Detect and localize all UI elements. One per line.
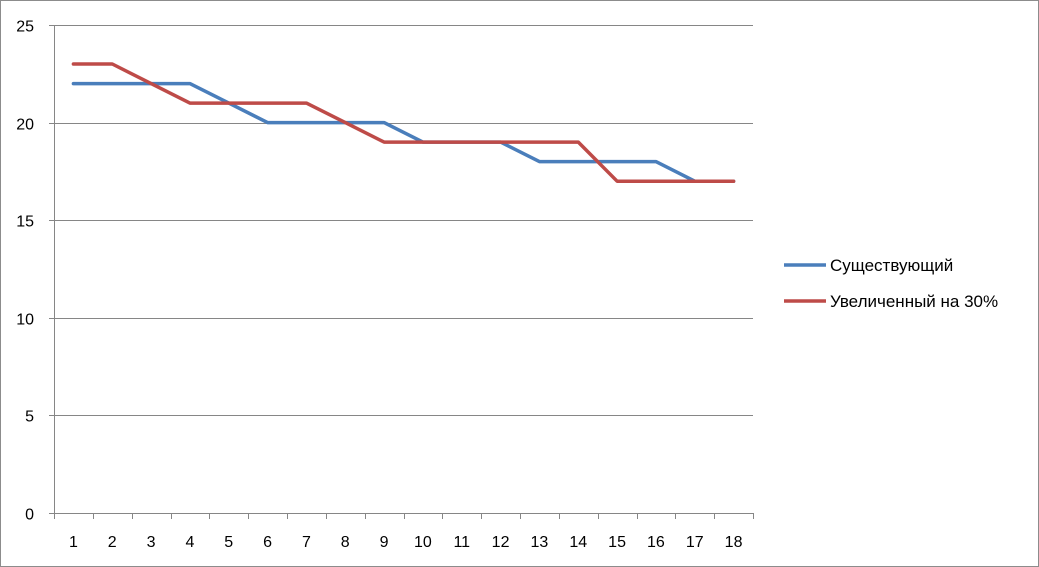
x-tick-label: 2 (108, 534, 117, 551)
y-tick-label: 5 (25, 409, 34, 426)
y-tick-label: 15 (16, 214, 34, 231)
x-tick-labels: 1 2 3 4 5 6 7 8 9 10 11 12 13 14 15 16 17 18 (69, 534, 743, 551)
series-lines (71, 62, 736, 183)
y-tick-labels: 0 5 10 15 20 25 (16, 19, 34, 524)
legend-label-2: Увеличенный на 30% (830, 292, 998, 311)
legend: Существующий Увеличенный на 30% (784, 256, 998, 311)
legend-label-1: Существующий (830, 256, 953, 275)
x-tick-label: 15 (608, 534, 626, 551)
y-tick-label: 0 (25, 507, 34, 524)
x-tick-label: 7 (302, 534, 311, 551)
x-tick-label: 11 (453, 534, 470, 551)
x-tick-label: 5 (224, 534, 233, 551)
x-tick-label: 18 (725, 534, 743, 551)
y-tick-label: 25 (16, 19, 34, 36)
series-line-1 (71, 81, 736, 183)
x-tick-label: 3 (147, 534, 156, 551)
x-tick-label: 4 (185, 534, 194, 551)
y-tick-label: 20 (16, 117, 34, 134)
x-tick-label: 6 (263, 534, 272, 551)
series-line-2 (71, 62, 736, 183)
x-tick-label: 1 (69, 534, 78, 551)
x-tick-label: 10 (414, 534, 432, 551)
x-tick-label: 8 (341, 534, 350, 551)
x-tick-label: 12 (492, 534, 510, 551)
x-tick-label: 16 (647, 534, 665, 551)
axes (49, 25, 754, 519)
gridlines (54, 25, 753, 416)
x-tick-label: 17 (686, 534, 704, 551)
x-tick-label: 14 (569, 534, 587, 551)
y-tick-label: 10 (16, 312, 34, 329)
x-tick-label: 9 (380, 534, 389, 551)
x-tick-label: 13 (531, 534, 549, 551)
